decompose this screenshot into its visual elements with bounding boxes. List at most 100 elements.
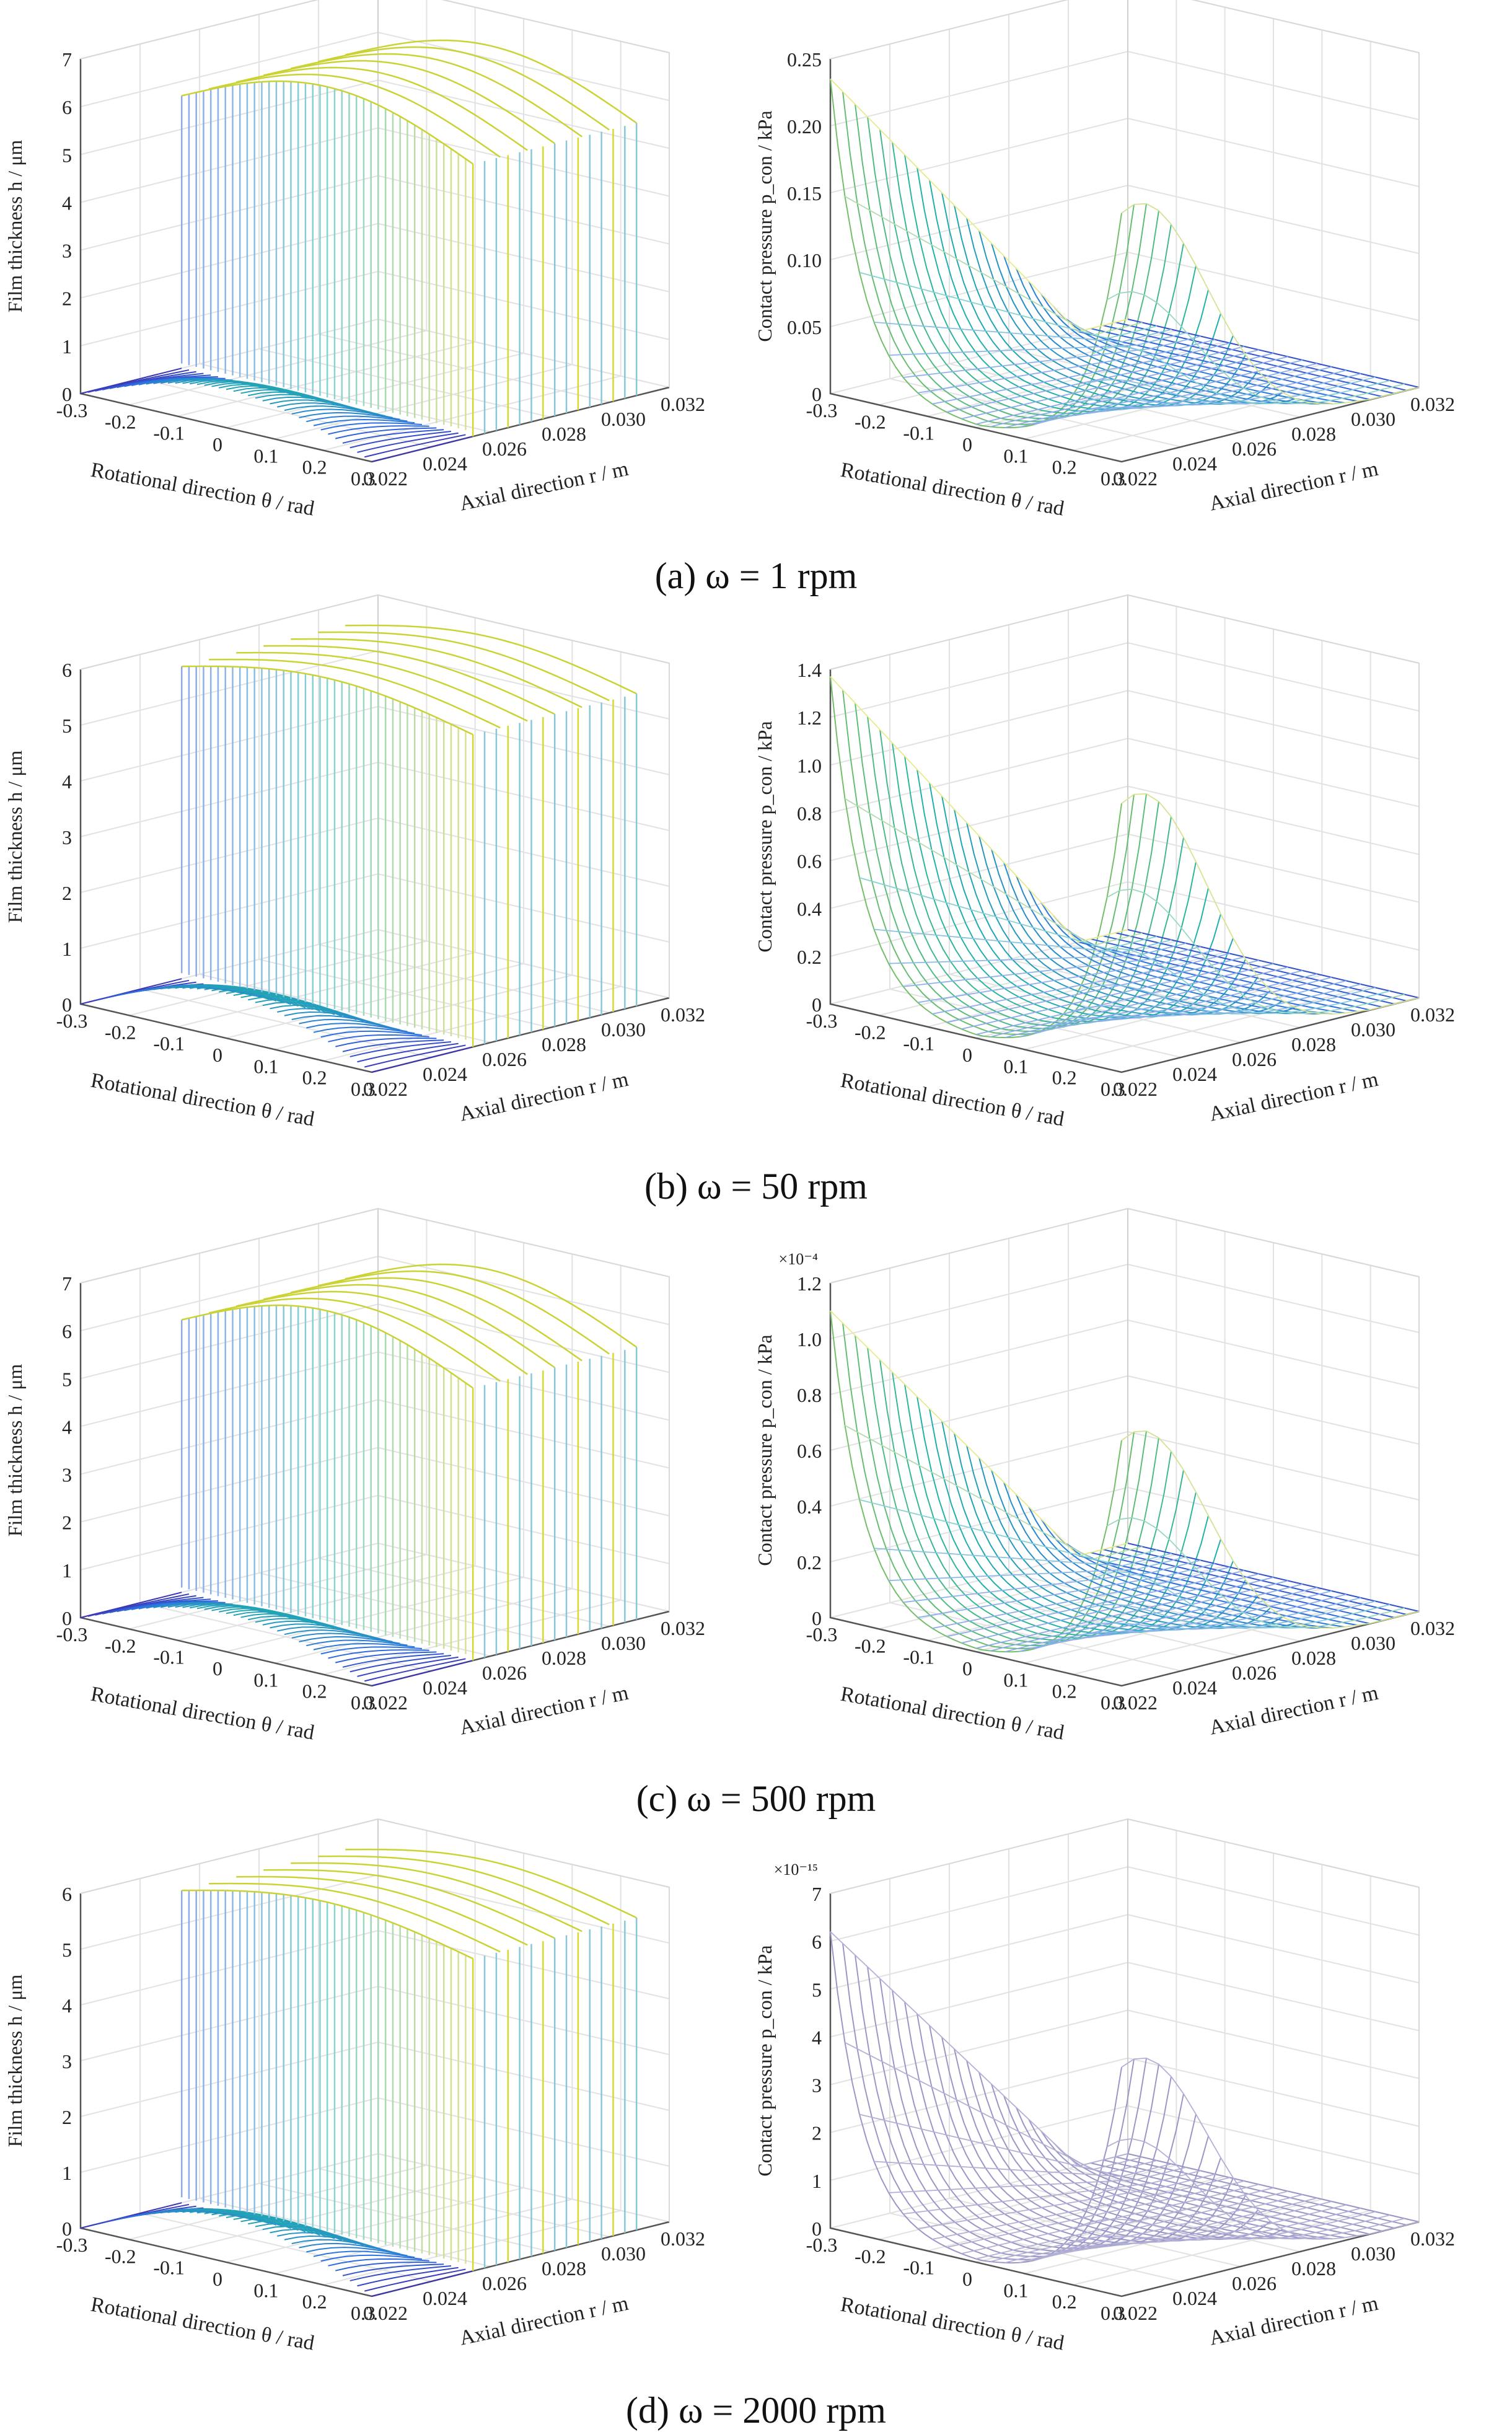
x-tick-label: -0.3 xyxy=(806,1010,838,1032)
x-tick-label: -0.3 xyxy=(56,399,88,421)
y-tick-label: 0.022 xyxy=(1113,1078,1158,1100)
mesh-line xyxy=(299,412,400,420)
mesh-line xyxy=(371,436,473,462)
surface-mesh xyxy=(80,1848,638,2297)
mesh-line xyxy=(371,1046,473,1073)
z-gridline xyxy=(80,222,670,299)
z-axis-label: Contact pressure p_con / kPa xyxy=(754,721,776,952)
y-tick-label: 0.024 xyxy=(1172,452,1217,475)
grid xyxy=(80,1818,670,2297)
mesh-line xyxy=(1121,1430,1420,1629)
y-tick-label: 0.032 xyxy=(1410,1003,1455,1026)
mesh-line xyxy=(946,2180,1245,2248)
x-tick-label: -0.2 xyxy=(855,410,886,433)
x-tick-label: -0.2 xyxy=(105,410,136,433)
z-exponent-label: ×10⁻⁴ xyxy=(779,1250,818,1268)
mesh-line xyxy=(349,2265,452,2281)
plateau-line xyxy=(291,1862,582,1932)
x-tick-label: -0.2 xyxy=(105,1021,136,1043)
z-gridline xyxy=(830,1319,1420,1395)
y-tick-label: 0.030 xyxy=(601,1632,646,1654)
mesh-line xyxy=(1034,1590,1332,1650)
x-tick-label: 0 xyxy=(213,1044,222,1066)
mesh-line xyxy=(888,943,1187,964)
axes-frame xyxy=(829,1893,1420,2298)
mesh-line xyxy=(1121,2057,1420,2240)
y-axis-label: Axial direction r / m xyxy=(457,1681,630,1740)
axes-frame xyxy=(79,59,670,463)
y-tick-label: 0.032 xyxy=(661,1617,705,1639)
z-gridline xyxy=(830,690,1420,766)
mesh-line xyxy=(917,1563,1216,1618)
y-gridline xyxy=(199,1864,491,2267)
z-gridline xyxy=(80,2097,670,2173)
z-gridline xyxy=(830,184,1420,260)
plateau-line xyxy=(291,638,582,708)
z-tick-label: 6 xyxy=(62,1320,72,1342)
mesh-line xyxy=(888,332,1187,356)
x-tick-label: 0.1 xyxy=(253,444,278,467)
surface-mesh xyxy=(80,624,638,1073)
box-top xyxy=(830,594,1420,998)
mesh-line xyxy=(1040,293,1333,405)
z-tick-label: 2 xyxy=(62,1512,72,1534)
z-gridline xyxy=(830,642,1420,718)
y-gridline xyxy=(1008,625,1301,1028)
y-tick-label: 0.028 xyxy=(542,1033,586,1055)
z-gridline xyxy=(830,50,1420,126)
y-tick-label: 0.022 xyxy=(1113,1691,1158,1714)
mesh-line xyxy=(284,1629,386,1641)
z-axis-label: Film thickness h / μm xyxy=(4,1975,26,2148)
y-gridline xyxy=(199,640,491,1043)
mesh-line xyxy=(342,1039,444,1052)
x-tick-label: -0.2 xyxy=(855,1634,886,1657)
mesh-line xyxy=(364,1044,466,1068)
z-gridline xyxy=(80,2152,670,2229)
mesh-line xyxy=(903,335,1201,378)
y-gridline xyxy=(318,610,610,1013)
mesh-line xyxy=(888,1556,1187,1582)
x-tick-label: -0.2 xyxy=(855,1021,886,1043)
z-gridline xyxy=(830,1914,1420,1990)
y-gridline xyxy=(139,1268,432,1672)
z-tick-label: 0.4 xyxy=(797,898,822,920)
mesh-line xyxy=(349,430,452,449)
mesh-line xyxy=(320,2254,423,2262)
mesh-line xyxy=(990,356,1288,428)
mesh-line xyxy=(961,959,1259,1030)
x-tick-label: 0.1 xyxy=(253,1668,278,1691)
plateau-line xyxy=(182,665,473,736)
x-tick-label: 0.3 xyxy=(1101,467,1125,490)
mesh-line xyxy=(1092,2188,1391,2240)
x-tick-label: 0.2 xyxy=(302,2291,327,2313)
z-tick-label: 6 xyxy=(62,659,72,681)
y-tick-label: 0.028 xyxy=(542,1647,586,1669)
plateau-line xyxy=(290,1277,582,1362)
x-axis-label: Rotational direction θ / rad xyxy=(839,1683,1066,1745)
y-tick-label: 0.026 xyxy=(482,2272,527,2294)
mesh-line xyxy=(946,346,1245,413)
z-tick-label: 0 xyxy=(62,2218,72,2240)
plateau-line xyxy=(236,651,528,722)
y-tick-label: 0.032 xyxy=(661,2227,705,2250)
z-gridline xyxy=(80,1494,670,1571)
mesh-line xyxy=(874,928,1172,953)
mesh-line xyxy=(371,2270,473,2297)
mesh-line xyxy=(961,1573,1259,1644)
y-tick-label: 0.024 xyxy=(1172,1063,1217,1085)
z-tick-label: 0.2 xyxy=(797,946,822,968)
z-tick-label: 0 xyxy=(62,1607,72,1629)
z-axis-label: Contact pressure p_con / kPa xyxy=(754,1945,776,2176)
z-axis-label: Contact pressure p_con / kPa xyxy=(754,110,776,341)
y-gridline xyxy=(199,1253,491,1657)
x-tick-label: 0.2 xyxy=(302,1680,327,1703)
z-tick-label: 0 xyxy=(812,383,822,405)
z-tick-label: 3 xyxy=(812,2074,822,2097)
z-gridline xyxy=(830,1263,1420,1339)
z-gridline xyxy=(80,817,670,893)
z-tick-label: 0.25 xyxy=(787,48,822,71)
z-tick-label: 0.10 xyxy=(787,249,822,271)
y-axis-label: Axial direction r / m xyxy=(457,2292,630,2350)
mesh-line xyxy=(291,2239,393,2253)
